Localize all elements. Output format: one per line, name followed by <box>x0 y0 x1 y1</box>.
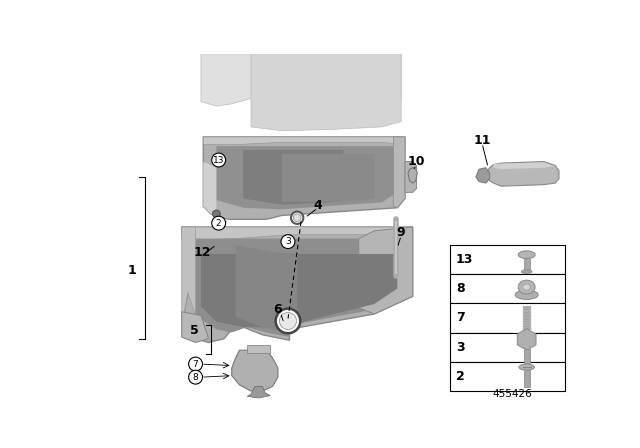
Ellipse shape <box>518 251 535 258</box>
Polygon shape <box>201 254 397 331</box>
Ellipse shape <box>518 280 535 294</box>
Text: 7: 7 <box>193 360 198 369</box>
Ellipse shape <box>521 270 532 274</box>
Polygon shape <box>182 227 413 240</box>
Circle shape <box>212 216 225 230</box>
Text: 3: 3 <box>456 340 465 353</box>
Ellipse shape <box>523 284 531 290</box>
Text: 6: 6 <box>274 303 282 316</box>
Polygon shape <box>408 168 417 183</box>
Text: 13: 13 <box>213 155 225 164</box>
Polygon shape <box>517 329 536 350</box>
Polygon shape <box>247 386 270 398</box>
Polygon shape <box>232 350 278 391</box>
Polygon shape <box>204 137 405 145</box>
Circle shape <box>189 370 202 384</box>
Text: 1: 1 <box>127 264 136 277</box>
Text: 455426: 455426 <box>493 389 532 399</box>
Polygon shape <box>251 54 401 131</box>
Polygon shape <box>204 137 405 220</box>
Circle shape <box>281 235 295 249</box>
Circle shape <box>212 153 225 167</box>
Text: 4: 4 <box>314 199 323 212</box>
Bar <box>524 258 530 271</box>
Polygon shape <box>493 162 555 169</box>
Text: 8: 8 <box>193 373 198 382</box>
Polygon shape <box>182 227 413 343</box>
Circle shape <box>189 357 202 371</box>
Polygon shape <box>201 54 401 106</box>
Bar <box>450 274 565 303</box>
Polygon shape <box>182 227 196 327</box>
Text: 10: 10 <box>408 155 426 168</box>
Bar <box>524 349 530 362</box>
Text: 5: 5 <box>191 324 199 337</box>
Polygon shape <box>182 312 209 343</box>
Text: 3: 3 <box>285 237 291 246</box>
Text: 2: 2 <box>216 219 221 228</box>
Text: 11: 11 <box>473 134 491 146</box>
Bar <box>450 332 565 362</box>
Text: 9: 9 <box>397 226 406 239</box>
Bar <box>450 245 565 274</box>
Circle shape <box>291 211 303 224</box>
Bar <box>524 370 530 387</box>
Polygon shape <box>486 162 559 186</box>
Text: 2: 2 <box>456 370 465 383</box>
Polygon shape <box>282 154 374 202</box>
Text: 12: 12 <box>194 246 211 259</box>
Polygon shape <box>247 345 270 353</box>
Circle shape <box>276 309 300 333</box>
Text: 8: 8 <box>456 282 465 295</box>
Circle shape <box>293 214 301 222</box>
Text: 13: 13 <box>456 253 473 266</box>
Ellipse shape <box>515 290 538 299</box>
Circle shape <box>280 313 296 329</box>
Polygon shape <box>204 162 216 214</box>
Polygon shape <box>243 150 344 205</box>
Polygon shape <box>236 245 297 332</box>
Text: 7: 7 <box>456 311 465 324</box>
Ellipse shape <box>519 364 534 370</box>
Polygon shape <box>476 168 490 183</box>
Polygon shape <box>394 137 405 208</box>
Polygon shape <box>359 227 413 314</box>
Polygon shape <box>196 238 401 337</box>
Bar <box>450 362 565 391</box>
Circle shape <box>212 210 220 218</box>
Bar <box>450 303 565 332</box>
Polygon shape <box>216 146 394 209</box>
Polygon shape <box>405 162 417 192</box>
